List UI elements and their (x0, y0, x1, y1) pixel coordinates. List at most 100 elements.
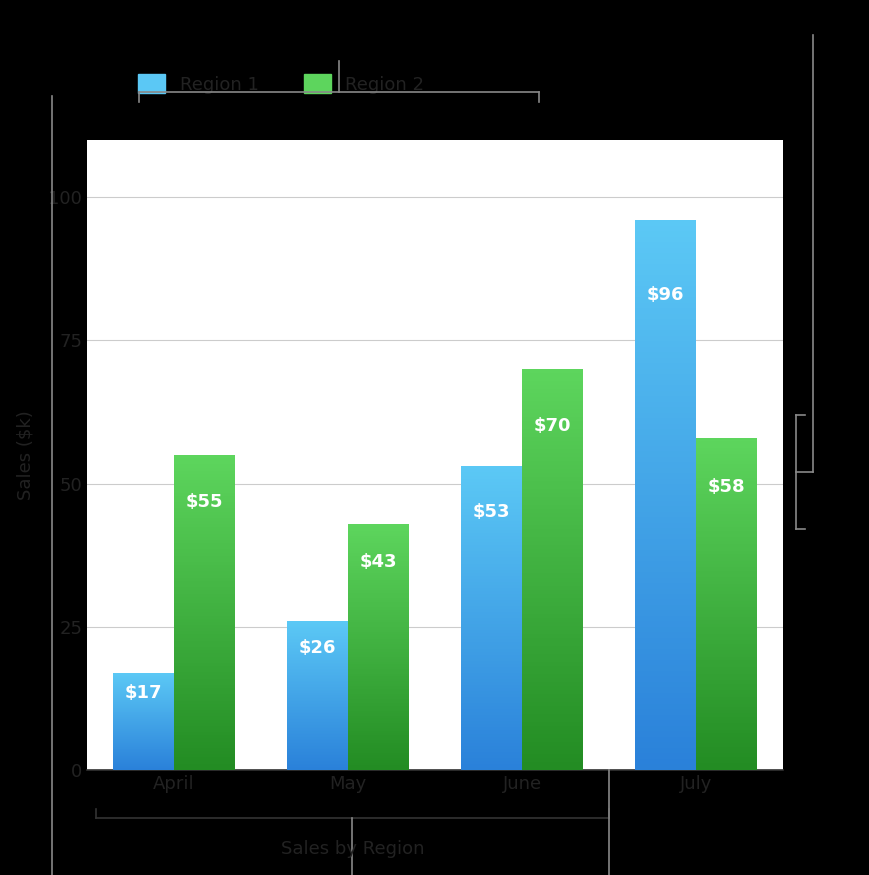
Bar (521, 369, 582, 373)
Bar (287, 702, 348, 703)
Bar (348, 546, 408, 549)
Bar (348, 704, 408, 706)
Bar (521, 473, 582, 478)
Bar (174, 465, 235, 467)
Bar (287, 668, 348, 670)
Bar (634, 566, 695, 572)
Bar (113, 694, 174, 695)
Bar (348, 662, 408, 664)
Bar (174, 748, 235, 751)
Bar (348, 682, 408, 683)
Text: $70: $70 (533, 417, 571, 435)
Bar (695, 757, 756, 760)
Bar (348, 578, 408, 580)
Bar (113, 767, 174, 768)
Bar (521, 557, 582, 562)
Bar (634, 467, 695, 473)
Bar (695, 524, 756, 528)
Bar (174, 537, 235, 540)
Bar (113, 674, 174, 675)
Bar (521, 514, 582, 517)
Bar (521, 722, 582, 726)
Bar (348, 634, 408, 637)
Bar (634, 253, 695, 259)
Bar (695, 570, 756, 574)
Bar (287, 691, 348, 693)
Bar (461, 739, 521, 743)
Bar (521, 449, 582, 453)
Bar (287, 652, 348, 654)
Bar (113, 727, 174, 728)
Bar (287, 654, 348, 655)
Bar (348, 622, 408, 625)
Bar (521, 702, 582, 706)
Bar (634, 528, 695, 534)
Bar (174, 612, 235, 616)
Bar (634, 616, 695, 621)
Bar (461, 724, 521, 727)
Bar (348, 605, 408, 607)
Bar (521, 509, 582, 514)
Bar (174, 745, 235, 748)
Bar (348, 565, 408, 568)
Bar (461, 557, 521, 561)
Bar (695, 707, 756, 710)
Bar (695, 733, 756, 737)
Bar (174, 528, 235, 530)
Bar (695, 561, 756, 564)
Bar (113, 715, 174, 716)
Bar (287, 658, 348, 660)
Bar (634, 484, 695, 490)
Bar (521, 410, 582, 413)
Bar (634, 682, 695, 688)
Bar (348, 750, 408, 752)
Bar (348, 694, 408, 696)
Bar (521, 613, 582, 618)
Bar (461, 715, 521, 718)
Bar (634, 556, 695, 561)
Bar (634, 341, 695, 346)
Bar (461, 688, 521, 691)
Bar (521, 678, 582, 682)
Bar (113, 708, 174, 709)
Bar (634, 534, 695, 539)
Bar (348, 716, 408, 718)
Bar (461, 506, 521, 509)
Bar (113, 679, 174, 681)
Bar (634, 275, 695, 281)
Bar (113, 757, 174, 759)
Bar (634, 479, 695, 484)
Bar (348, 620, 408, 622)
Bar (461, 567, 521, 570)
Bar (461, 682, 521, 685)
Bar (461, 749, 521, 752)
Bar (695, 647, 756, 650)
Bar (521, 766, 582, 770)
Bar (113, 685, 174, 686)
Bar (113, 742, 174, 743)
Bar (695, 683, 756, 687)
Bar (634, 445, 695, 452)
Bar (521, 682, 582, 686)
Bar (174, 679, 235, 682)
Bar (174, 632, 235, 634)
Bar (695, 557, 756, 561)
Bar (348, 748, 408, 750)
Bar (113, 735, 174, 736)
Bar (348, 536, 408, 538)
Bar (634, 512, 695, 517)
Bar (521, 726, 582, 730)
Bar (461, 694, 521, 697)
Bar (521, 381, 582, 385)
Bar (461, 582, 521, 584)
Bar (521, 458, 582, 461)
Bar (348, 659, 408, 662)
Bar (521, 554, 582, 557)
Bar (174, 543, 235, 546)
Bar (521, 433, 582, 438)
Bar (113, 710, 174, 711)
Bar (113, 754, 174, 755)
Bar (348, 686, 408, 689)
Bar (287, 706, 348, 708)
Bar (287, 682, 348, 683)
